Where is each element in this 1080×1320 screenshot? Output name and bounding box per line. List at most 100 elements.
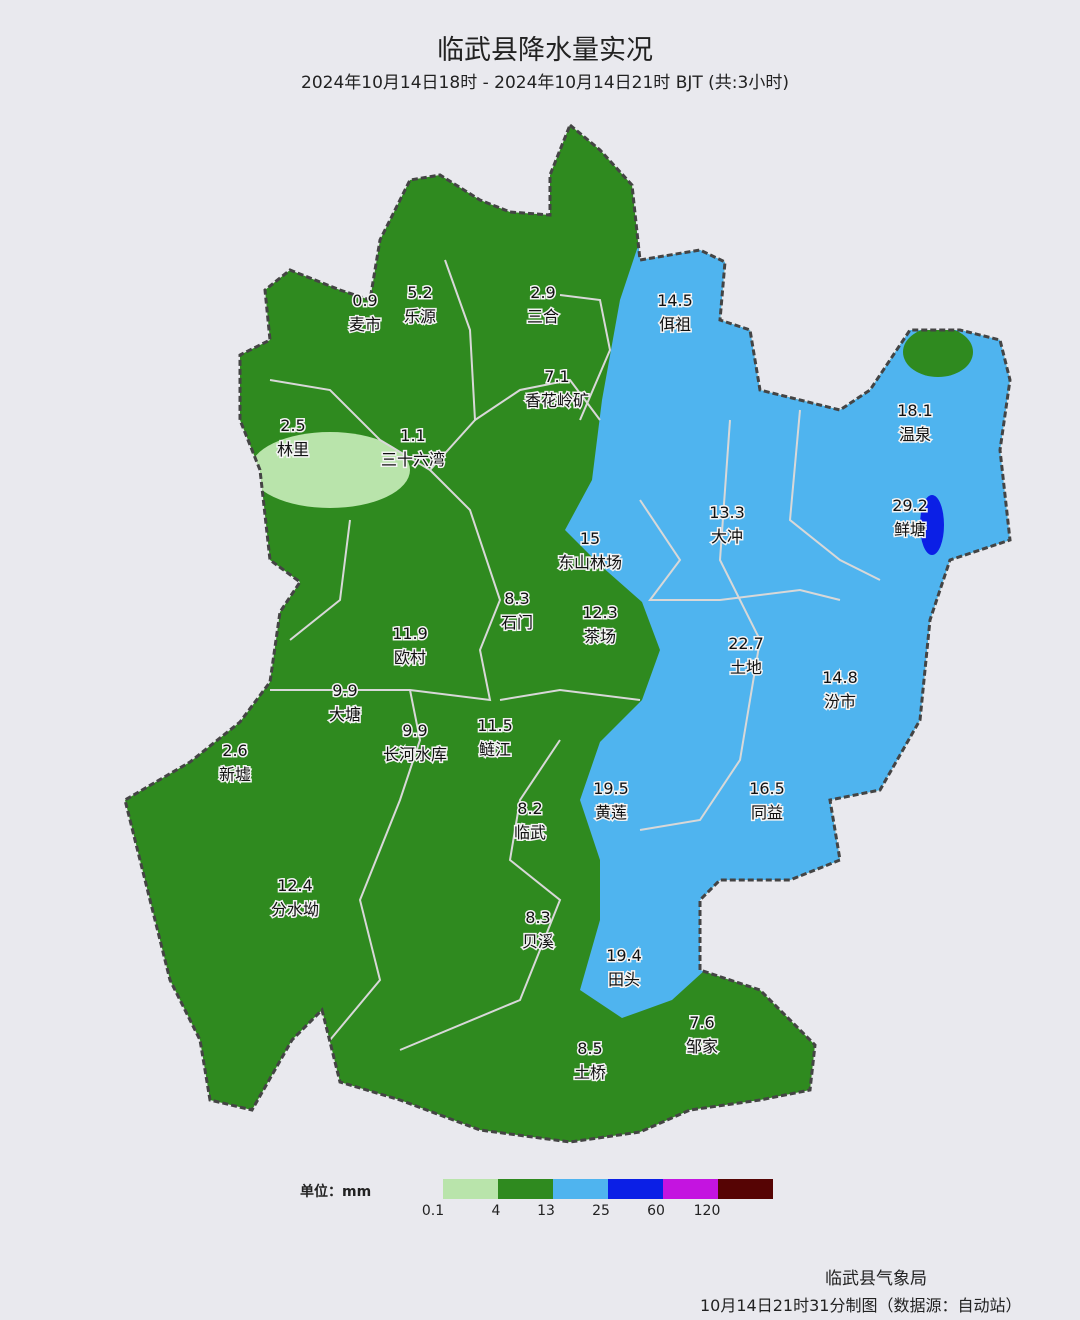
station-value: 7.6 [689,1013,714,1032]
legend-color-bar [443,1179,773,1199]
station-name: 长河水库 [383,745,447,764]
station-name: 汾市 [824,692,856,711]
station-7: 1.1 三十六湾 [379,425,446,471]
station-labels: 0.9 麦市 5.2 乐源 2.9 三合 14.5 佴祖 7.1 香花岭矿 18.1 温泉 2.5 林里 1… [217,282,935,1084]
station-name: 欧村 [394,648,426,667]
station-name: 黄莲 [595,803,627,822]
station-value: 16.5 [749,779,785,798]
station-value: 14.5 [657,291,693,310]
station-19: 2.6 新墟 [217,740,252,786]
station-name: 林里 [277,440,309,459]
station-name: 新墟 [219,765,251,784]
station-25: 19.4 田头 [605,945,644,991]
legend-tick: 60 [647,1203,665,1219]
legend-tick: 13 [537,1203,555,1219]
station-value: 0.9 [352,291,377,310]
station-value: 19.5 [593,779,629,798]
station-0: 0.9 麦市 [347,290,382,336]
station-value: 19.4 [606,946,642,965]
station-13: 11.9 欧村 [391,623,430,669]
legend-swatch-green [498,1179,553,1199]
station-name: 石门 [501,613,533,632]
station-name: 鲜塘 [894,520,926,539]
station-17: 9.9 长河水库 [381,720,448,766]
station-6: 2.5 林里 [275,415,310,461]
station-name: 土地 [730,658,762,677]
station-15: 14.8 汾市 [821,667,860,713]
station-18: 11.5 鲢江 [476,715,515,761]
station-27: 8.5 土桥 [572,1038,607,1084]
station-name: 乐源 [404,307,436,326]
station-3: 14.5 佴祖 [656,290,695,336]
station-name: 东山林场 [558,553,622,572]
legend-tick: 25 [592,1203,610,1219]
station-name: 大冲 [711,527,743,546]
station-value: 29.2 [892,496,928,515]
station-4: 7.1 香花岭矿 [523,366,590,412]
station-name: 香花岭矿 [525,391,589,410]
station-22: 8.2 临武 [512,798,547,844]
station-name: 临武 [514,823,546,842]
station-10: 29.2 鲜塘 [891,495,930,541]
agency-name: 临武县气象局 [825,1269,927,1289]
legend-tick: 120 [693,1203,721,1219]
station-name: 分水坳 [271,900,319,919]
station-name: 三合 [527,307,559,326]
zone-0.1-4mm [250,432,410,508]
station-value: 5.2 [407,283,432,302]
station-value: 11.5 [477,716,513,735]
station-name: 大塘 [329,705,361,724]
legend-swatch-dark-blue [608,1179,663,1199]
station-value: 12.3 [582,603,618,622]
township-borders [269,259,881,1051]
station-name: 鲢江 [479,740,511,759]
station-24: 8.3 贝溪 [520,907,555,953]
station-value: 11.9 [392,624,428,643]
station-value: 9.9 [402,721,427,740]
station-name: 佴祖 [659,315,691,334]
station-16: 9.9 大塘 [327,680,362,726]
station-name: 同益 [751,803,783,822]
station-name: 田头 [608,970,640,989]
station-value: 9.9 [332,681,357,700]
map-title: 临武县降水量实况 [437,35,653,66]
station-2: 2.9 三合 [525,282,560,328]
station-name: 温泉 [899,425,931,444]
station-value: 8.2 [517,799,542,818]
map-subtitle: 2024年10月14日18时 - 2024年10月14日21时 BJT (共:3… [301,73,789,93]
legend-swatch-dark-red [718,1179,773,1199]
station-8: 15 东山林场 [556,528,623,574]
station-11: 8.3 石门 [499,588,534,634]
station-name: 茶场 [584,627,616,646]
county-outline [123,122,1012,1144]
station-value: 15 [580,529,600,548]
station-name: 三十六湾 [381,450,445,469]
station-value: 13.3 [709,503,745,522]
legend-swatch-purple [663,1179,718,1199]
station-value: 2.9 [530,283,555,302]
station-value: 1.1 [400,426,425,445]
station-value: 2.5 [280,416,305,435]
station-23: 12.4 分水坳 [269,875,320,921]
station-value: 12.4 [277,876,313,895]
station-value: 18.1 [897,401,933,420]
legend-swatch-blue [553,1179,608,1199]
station-value: 2.6 [222,741,247,760]
station-value: 8.3 [504,589,529,608]
station-9: 13.3 大冲 [708,502,747,548]
station-name: 麦市 [349,315,381,334]
station-value: 22.7 [728,634,764,653]
zone-25-60mm [920,495,944,555]
production-note: 10月14日21时31分制图（数据源：自动站） [700,1296,1022,1315]
station-26: 7.6 邹家 [684,1012,719,1058]
station-name: 贝溪 [522,932,554,951]
station-14: 22.7 土地 [727,633,766,679]
station-name: 土桥 [574,1063,606,1082]
station-value: 7.1 [544,367,569,386]
station-5: 18.1 温泉 [896,400,935,446]
station-name: 邹家 [686,1037,718,1056]
station-1: 5.2 乐源 [402,282,437,328]
legend-tick: 4 [491,1203,501,1219]
station-21: 16.5 同益 [748,778,787,824]
